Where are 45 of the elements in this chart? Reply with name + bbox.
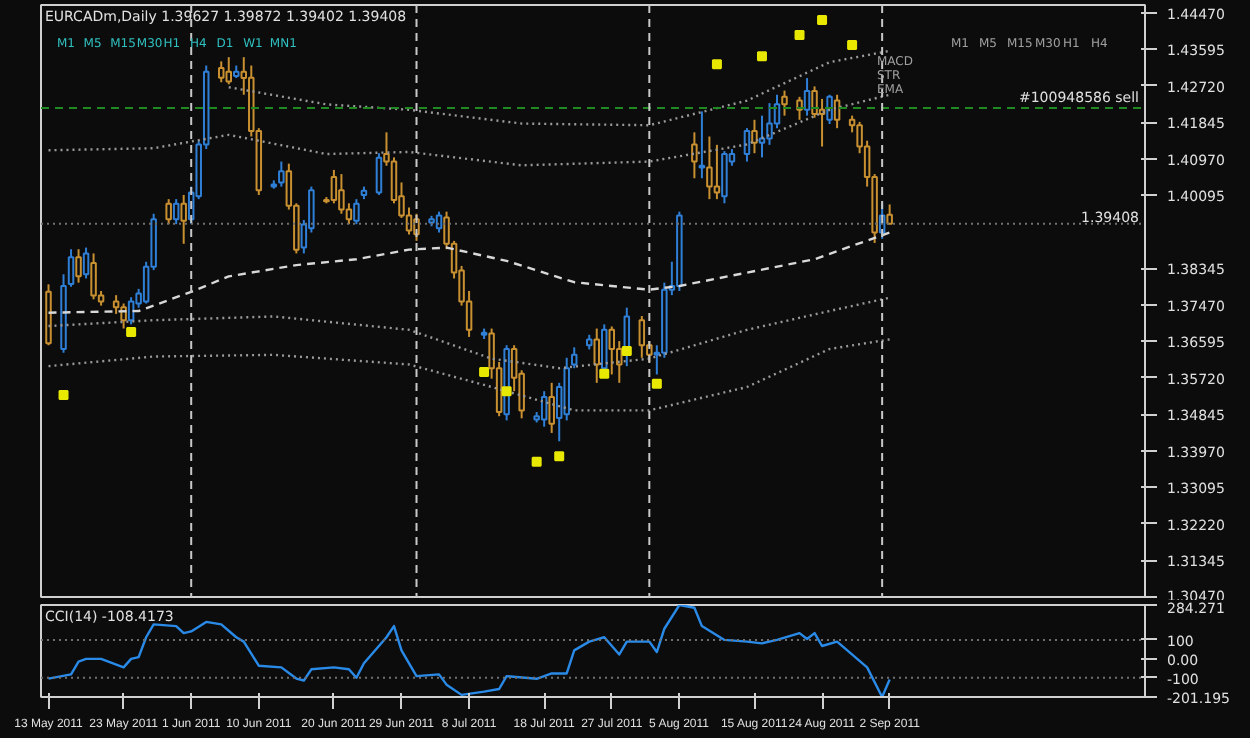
candlestick bbox=[172, 198, 180, 226]
candlestick bbox=[698, 110, 706, 180]
point bbox=[599, 368, 610, 379]
candlestick bbox=[75, 248, 82, 284]
point bbox=[651, 378, 662, 389]
candlestick bbox=[743, 127, 751, 163]
point bbox=[847, 40, 858, 51]
candlestick bbox=[691, 131, 698, 180]
candlestick bbox=[127, 296, 135, 326]
candlestick bbox=[548, 381, 555, 434]
point bbox=[479, 366, 490, 377]
candlestick bbox=[165, 198, 172, 226]
candlestick bbox=[886, 203, 893, 226]
candlestick bbox=[796, 95, 803, 121]
point bbox=[711, 59, 722, 70]
point bbox=[58, 389, 69, 400]
candlestick bbox=[803, 77, 811, 117]
candlestick bbox=[225, 56, 233, 86]
candlestick bbox=[608, 325, 616, 376]
line-series bbox=[47, 338, 891, 412]
candlestick bbox=[593, 327, 601, 384]
candlestick bbox=[638, 315, 646, 359]
line-series bbox=[47, 605, 891, 697]
point bbox=[756, 51, 767, 62]
candlestick bbox=[375, 152, 383, 196]
point bbox=[501, 386, 512, 397]
candlestick bbox=[353, 198, 360, 226]
line-series bbox=[47, 93, 891, 167]
candlestick bbox=[721, 150, 728, 205]
point bbox=[817, 15, 828, 26]
candlestick bbox=[781, 89, 788, 117]
candlestick bbox=[540, 390, 548, 428]
point bbox=[531, 456, 542, 467]
candlestick bbox=[90, 252, 97, 301]
candlestick bbox=[826, 93, 833, 125]
candlestick bbox=[217, 60, 225, 84]
point bbox=[794, 30, 805, 41]
candlestick bbox=[120, 302, 127, 330]
candlestick bbox=[751, 118, 758, 155]
point bbox=[621, 346, 632, 357]
candlestick bbox=[706, 135, 713, 201]
candlestick bbox=[180, 193, 187, 245]
point bbox=[554, 451, 565, 462]
point bbox=[126, 326, 137, 337]
candlestick bbox=[112, 294, 120, 315]
